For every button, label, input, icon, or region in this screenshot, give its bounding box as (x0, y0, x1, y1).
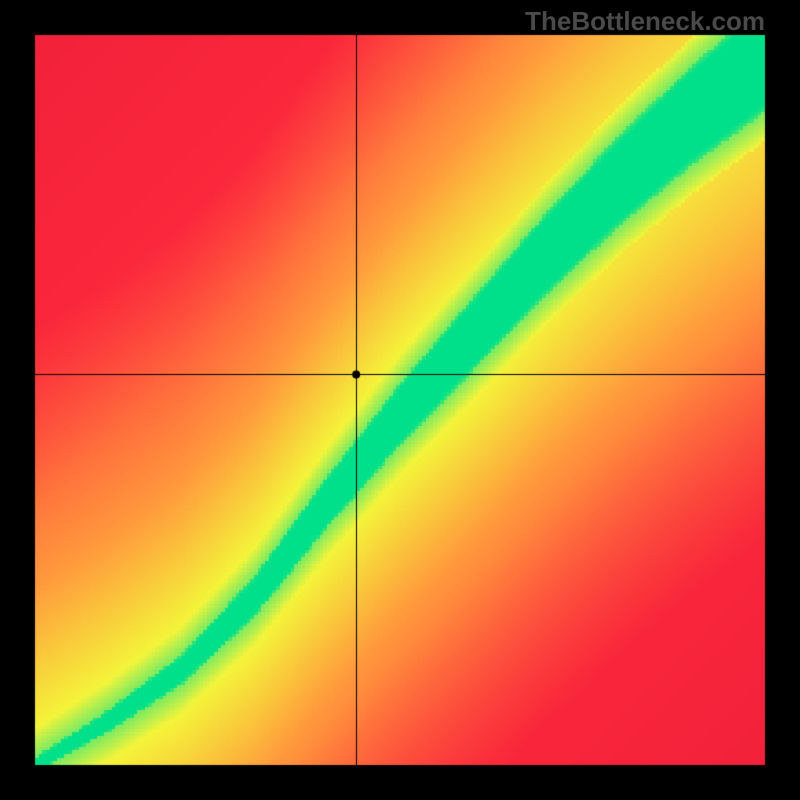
bottleneck-heatmap (0, 0, 800, 800)
watermark-text: TheBottleneck.com (525, 6, 765, 37)
figure-container: TheBottleneck.com (0, 0, 800, 800)
